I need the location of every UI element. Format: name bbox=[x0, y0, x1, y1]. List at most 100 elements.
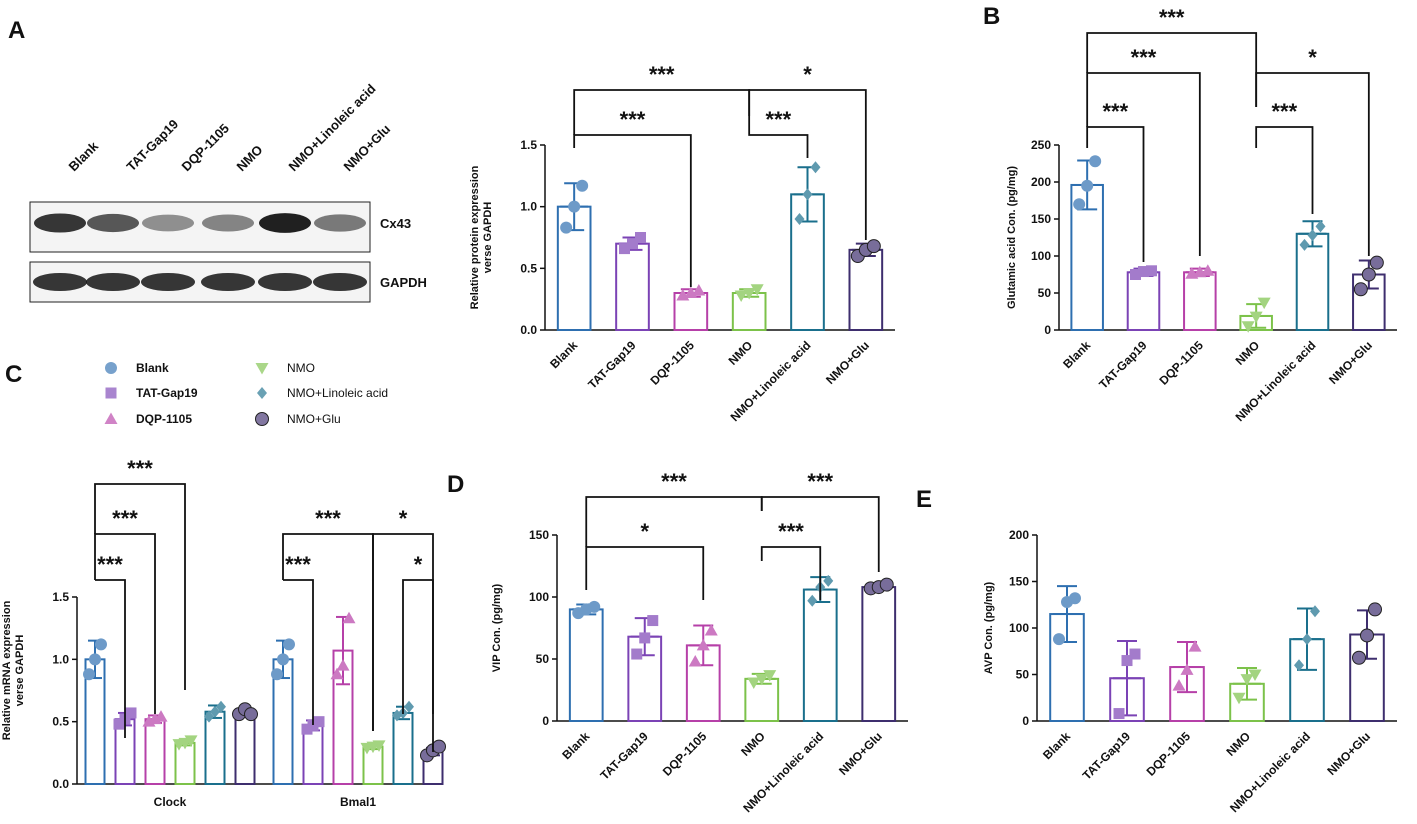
y-tick-label: 0.5 bbox=[520, 261, 537, 275]
data-point bbox=[802, 188, 813, 201]
data-point bbox=[1053, 633, 1065, 646]
blot-lane-label: NMO bbox=[234, 142, 266, 174]
data-point bbox=[794, 213, 805, 225]
data-point bbox=[210, 705, 220, 718]
significance-bracket bbox=[573, 89, 751, 135]
significance-bracket bbox=[95, 579, 126, 738]
data-point bbox=[1249, 311, 1263, 324]
significance-bracket bbox=[1086, 126, 1145, 262]
data-point bbox=[154, 710, 168, 722]
gapdh-band bbox=[258, 273, 312, 291]
data-point bbox=[125, 707, 137, 719]
legend-label-nmo-linoleic-acid: NMO+Linoleic acid bbox=[287, 386, 388, 400]
significance-bracket bbox=[1086, 32, 1258, 107]
data-point bbox=[1121, 655, 1133, 667]
legend-label-blank: Blank bbox=[136, 361, 169, 375]
x-tick-label-blank: Blank bbox=[547, 338, 580, 371]
data-point bbox=[1201, 264, 1215, 276]
cx43-band bbox=[34, 213, 86, 233]
panel-letter-a: A bbox=[8, 17, 25, 44]
data-point bbox=[89, 653, 101, 666]
data-point bbox=[1302, 633, 1312, 646]
significance-label: *** bbox=[620, 107, 646, 132]
data-point bbox=[1369, 255, 1384, 270]
chart-c: 0.0 0.5 1.0 1.5 Relative mRNA expressionvers… bbox=[1, 456, 446, 809]
significance-bracket bbox=[402, 579, 434, 752]
x-tick-label-tat-gap19: TAT-Gap19 bbox=[1080, 729, 1134, 783]
data-point bbox=[1113, 708, 1125, 720]
y-tick-label: 1.5 bbox=[52, 590, 69, 604]
data-point bbox=[1129, 648, 1141, 660]
data-point bbox=[807, 594, 818, 607]
y-axis-label: Relative protein expressionverse GAPDH bbox=[469, 165, 494, 309]
y-axis-label: Glutamic acid Con. (pg/mg) bbox=[1006, 166, 1018, 309]
gapdh-band bbox=[141, 273, 195, 291]
significance-label: *** bbox=[807, 469, 833, 494]
y-tick-label: 1.0 bbox=[52, 652, 69, 666]
bar-clock-dqp-1105 bbox=[144, 718, 166, 786]
cx43-band bbox=[202, 214, 254, 232]
data-point bbox=[1069, 592, 1081, 605]
data-point bbox=[742, 288, 756, 300]
significance-bracket bbox=[585, 496, 763, 547]
bar-nmo-glu bbox=[848, 248, 884, 331]
data-point bbox=[1089, 155, 1102, 168]
significance-bracket bbox=[1255, 126, 1314, 214]
y-axis-label: VIP Con. (pg/mg) bbox=[491, 583, 503, 672]
legend-label-nmo-glu: NMO+Glu bbox=[287, 412, 341, 426]
data-point bbox=[1241, 321, 1255, 333]
y-tick-label: 200 bbox=[1031, 175, 1051, 189]
y-tick-label: 150 bbox=[1031, 212, 1051, 226]
data-point bbox=[1315, 220, 1326, 233]
y-tick-label: 150 bbox=[1009, 575, 1029, 589]
data-point bbox=[216, 700, 226, 713]
data-point bbox=[1360, 628, 1374, 643]
x-tick-label-nmo-glu: NMO+Glu bbox=[1326, 338, 1375, 387]
data-point bbox=[647, 615, 659, 627]
data-point bbox=[1361, 267, 1376, 282]
y-tick-label: 0 bbox=[542, 714, 549, 728]
legend-marker-dqp-1105 bbox=[104, 412, 118, 424]
data-point bbox=[83, 668, 95, 681]
x-tick-label-blank: Blank bbox=[559, 729, 592, 762]
significance-bracket bbox=[1255, 72, 1370, 256]
bar-clock-nmo-linoleic-acid bbox=[204, 710, 226, 786]
y-tick-label: 1.0 bbox=[520, 200, 537, 214]
chart-a: 0.0 0.5 1.0 1.5 Relative protein expressionv… bbox=[469, 62, 895, 424]
significance-label: *** bbox=[97, 552, 123, 577]
data-point bbox=[283, 638, 295, 651]
bar-nmo bbox=[744, 677, 780, 723]
legend-label-nmo: NMO bbox=[287, 361, 315, 375]
x-tick-label-nmo: NMO bbox=[1223, 729, 1253, 759]
bar-blank bbox=[568, 608, 604, 723]
data-point bbox=[755, 673, 769, 686]
data-point bbox=[627, 238, 638, 250]
significance-label: * bbox=[1308, 45, 1317, 70]
data-point bbox=[372, 740, 386, 752]
y-tick-label: 100 bbox=[529, 590, 549, 604]
data-point bbox=[95, 638, 107, 651]
legend-marker-nmo bbox=[255, 363, 269, 375]
significance-bracket bbox=[748, 89, 867, 240]
data-point bbox=[750, 284, 764, 296]
data-point bbox=[763, 670, 777, 682]
bar-nmo-glu bbox=[861, 586, 897, 723]
panel-letter-d: D bbox=[447, 471, 464, 498]
gapdh-band bbox=[313, 273, 367, 291]
data-point bbox=[1138, 266, 1149, 278]
x-tick-label-bmal1: Bmal1 bbox=[340, 795, 376, 809]
x-tick-label-dqp-1105: DQP-1105 bbox=[1144, 729, 1194, 779]
significance-label: *** bbox=[1102, 99, 1128, 124]
bar-bmal1-nmo-linoleic-acid bbox=[392, 711, 414, 785]
data-point bbox=[1299, 238, 1310, 251]
significance-label: *** bbox=[661, 469, 687, 494]
significance-bracket bbox=[585, 546, 705, 600]
x-tick-label-nmo: NMO bbox=[726, 338, 756, 368]
x-tick-label-tat-gap19: TAT-Gap19 bbox=[585, 338, 639, 392]
significance-label: *** bbox=[315, 506, 341, 531]
data-point bbox=[866, 239, 881, 254]
significance-label: *** bbox=[778, 519, 804, 544]
x-tick-label-nmo-glu: NMO+Glu bbox=[823, 338, 872, 387]
bar-tat-gap19 bbox=[615, 242, 650, 332]
